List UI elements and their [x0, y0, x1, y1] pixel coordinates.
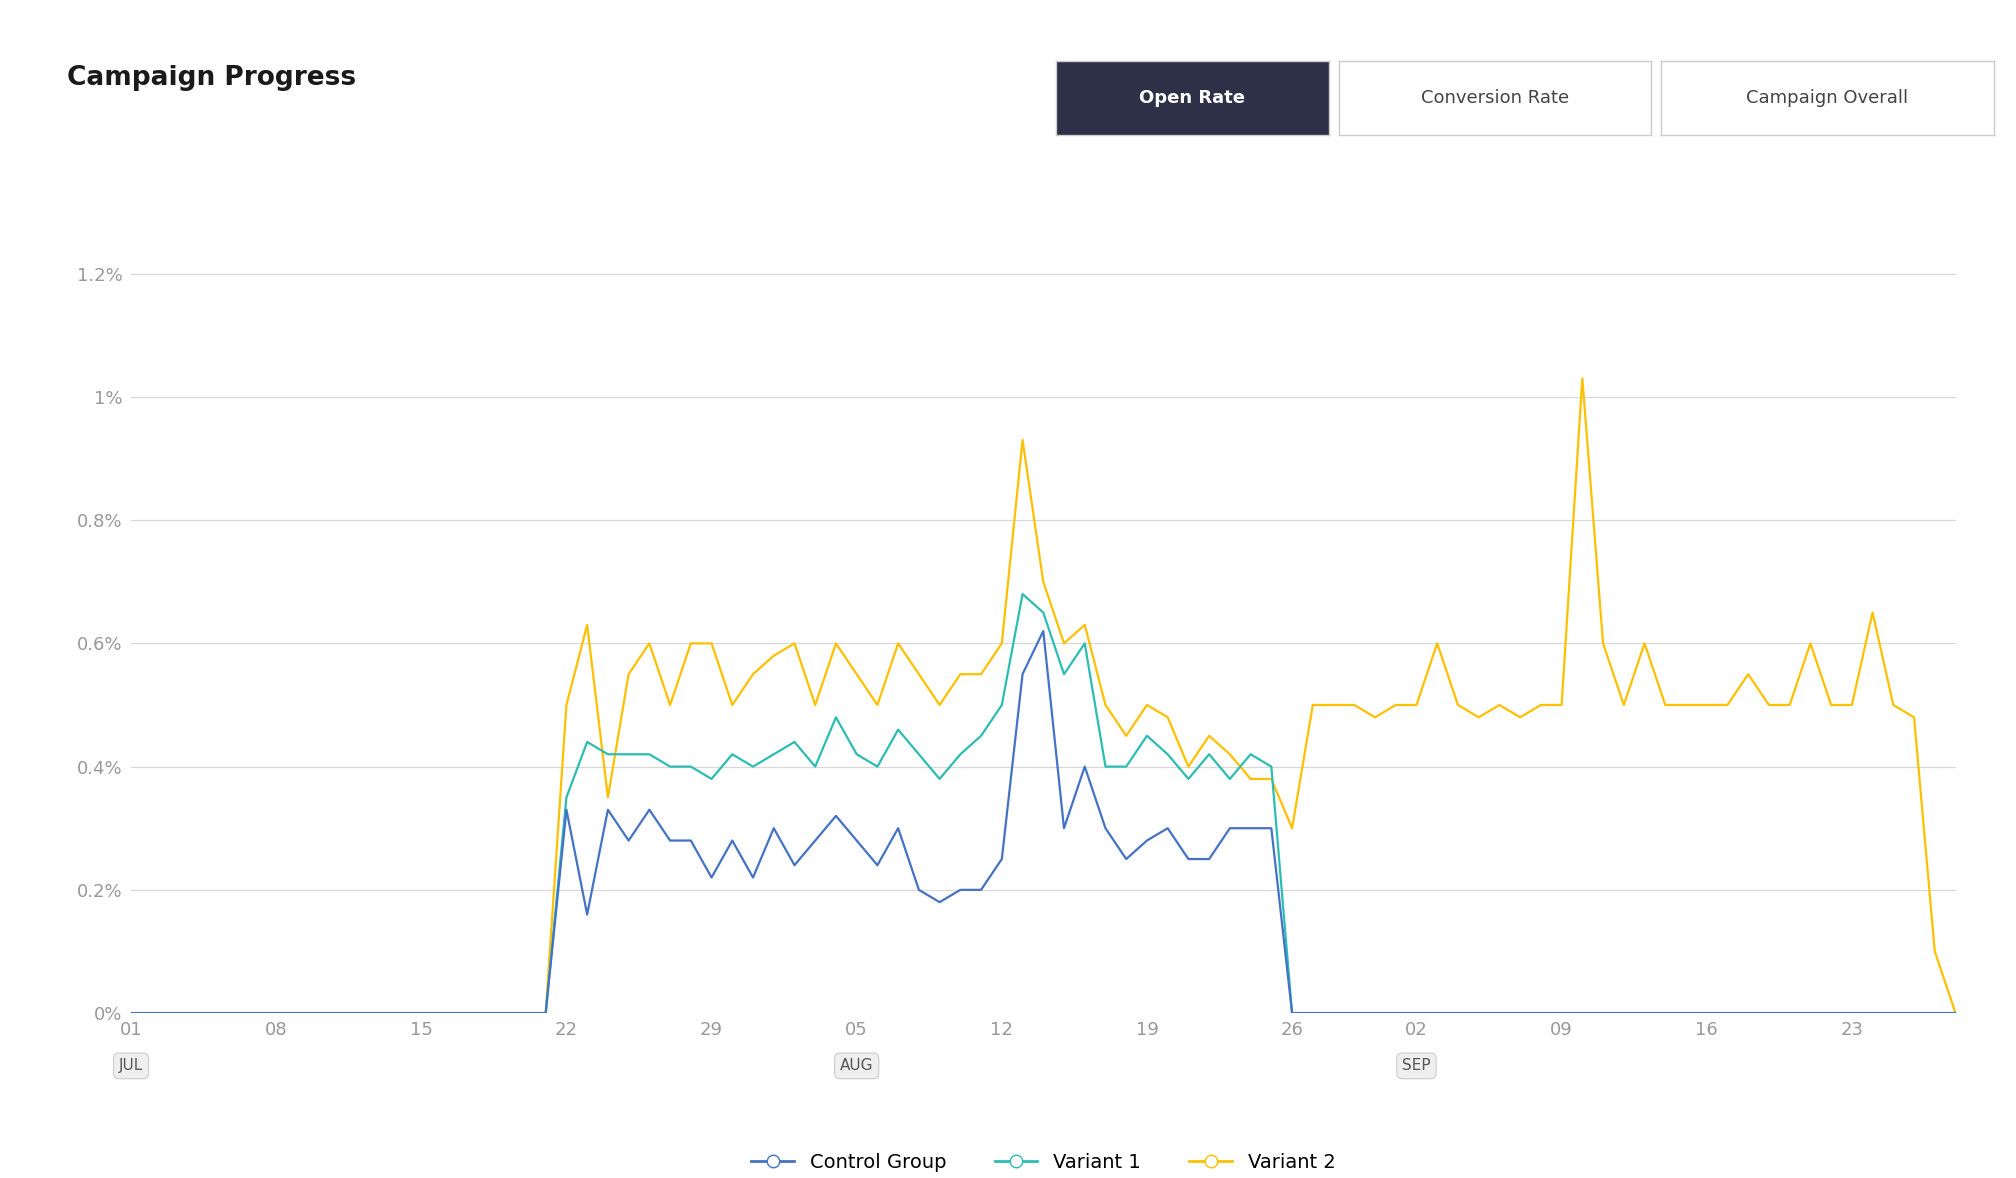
Text: Open Rate: Open Rate	[1139, 90, 1246, 107]
Legend: Control Group, Variant 1, Variant 2: Control Group, Variant 1, Variant 2	[744, 1145, 1343, 1178]
Text: SEP: SEP	[1403, 1058, 1431, 1073]
Text: Campaign Overall: Campaign Overall	[1746, 90, 1909, 107]
Text: AUG: AUG	[841, 1058, 873, 1073]
Text: Campaign Progress: Campaign Progress	[67, 65, 355, 91]
Text: JUL: JUL	[119, 1058, 143, 1073]
Text: Conversion Rate: Conversion Rate	[1421, 90, 1568, 107]
